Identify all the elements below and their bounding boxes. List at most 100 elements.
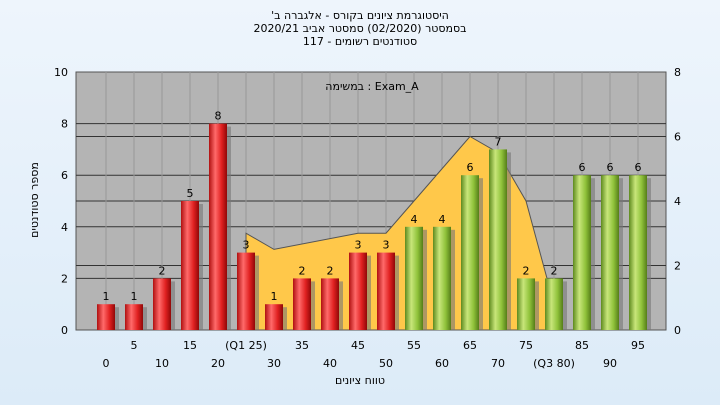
x-tick-row1: (Q1 25) xyxy=(225,339,267,352)
data-label-15: 5 xyxy=(187,187,194,200)
y-tick-4: 4 xyxy=(61,221,68,234)
bar-shadow-35 xyxy=(311,281,315,330)
data-label-60: 4 xyxy=(439,213,446,226)
bar-shadow-55 xyxy=(423,229,427,330)
bar-0 xyxy=(97,304,115,330)
bar-25 xyxy=(237,252,255,330)
y2-axis-ticks: 0 2 4 6 8 xyxy=(674,66,681,337)
bar-35 xyxy=(293,278,311,330)
bar-60 xyxy=(433,226,451,330)
bar-shadow-65 xyxy=(479,178,483,330)
bar-20 xyxy=(209,123,227,330)
chart-title-line-3: סטודנטים רשומים - 117 xyxy=(302,35,418,48)
bar-shadow-75 xyxy=(535,281,539,330)
chart-title-line-1: 'היסטוגרמת ציונים בקורס - אלגברה ב xyxy=(271,9,449,22)
y-tick-6: 6 xyxy=(61,169,68,182)
x-tick-row1: 95 xyxy=(631,339,645,352)
y-tick-0: 0 xyxy=(61,324,68,337)
bar-shadow-10 xyxy=(171,281,175,330)
data-label-75: 2 xyxy=(523,264,530,277)
bar-shadow-90 xyxy=(619,178,623,330)
y-tick-2: 2 xyxy=(61,272,68,285)
x-tick-row1: 65 xyxy=(463,339,477,352)
bar-55 xyxy=(405,226,423,330)
x-tick-row2: 20 xyxy=(211,357,225,370)
bar-shadow-25 xyxy=(255,255,259,330)
x-tick-row2: 60 xyxy=(435,357,449,370)
data-label-80: 2 xyxy=(551,264,558,277)
x-tick-row2: 30 xyxy=(267,357,281,370)
x-axis-label: טווח ציונים xyxy=(335,374,385,387)
x-axis-ticks: 5 15 (Q1 25) 35 45 55 65 75 85 95 0 10 20 30 40 50 60 70 (… xyxy=(103,339,646,370)
bar-40 xyxy=(321,278,339,330)
data-label-35: 2 xyxy=(299,264,306,277)
bar-shadow-95 xyxy=(647,178,651,330)
bar-75 xyxy=(517,278,535,330)
x-tick-row2: 70 xyxy=(491,357,505,370)
bar-85 xyxy=(573,175,591,330)
data-label-65: 6 xyxy=(467,161,474,174)
data-label-55: 4 xyxy=(411,213,418,226)
x-tick-row1: 55 xyxy=(407,339,421,352)
data-label-90: 6 xyxy=(607,161,614,174)
bar-shadow-80 xyxy=(563,281,567,330)
bar-shadow-60 xyxy=(451,229,455,330)
bar-15 xyxy=(181,201,199,330)
bar-30 xyxy=(265,304,283,330)
x-tick-row1: 5 xyxy=(131,339,138,352)
y-tick-8: 8 xyxy=(61,118,68,131)
x-tick-row1: 35 xyxy=(295,339,309,352)
y2-tick-0: 0 xyxy=(674,324,681,337)
bar-45 xyxy=(349,252,367,330)
y-axis-label: מספר סטודנטים xyxy=(28,162,41,238)
data-label-50: 3 xyxy=(383,239,390,252)
chart-title-line-2: בסמסטר (02/2020) סמסטר אביב 2020/21 xyxy=(253,22,467,35)
data-label-95: 6 xyxy=(635,161,642,174)
data-label-40: 2 xyxy=(327,264,334,277)
x-tick-row2: 40 xyxy=(323,357,337,370)
data-label-30: 1 xyxy=(271,290,278,303)
data-label-10: 2 xyxy=(159,264,166,277)
bar-65 xyxy=(461,175,479,330)
x-tick-row2: 0 xyxy=(103,357,110,370)
data-label-20: 8 xyxy=(215,110,222,123)
bars xyxy=(97,123,651,330)
bar-shadow-5 xyxy=(143,307,147,330)
bar-90 xyxy=(601,175,619,330)
data-label-25: 3 xyxy=(243,239,250,252)
bar-shadow-70 xyxy=(507,152,511,330)
chart-annotation: במשימה : Exam_A xyxy=(325,80,419,93)
x-tick-row2: 10 xyxy=(155,357,169,370)
data-label-70: 7 xyxy=(495,135,502,148)
y2-tick-6: 6 xyxy=(674,131,681,144)
data-label-45: 3 xyxy=(355,239,362,252)
bar-50 xyxy=(377,252,395,330)
bar-shadow-45 xyxy=(367,255,371,330)
bar-5 xyxy=(125,304,143,330)
x-tick-row1: 75 xyxy=(519,339,533,352)
bar-shadow-20 xyxy=(227,126,231,330)
y2-tick-2: 2 xyxy=(674,260,681,273)
bar-shadow-50 xyxy=(395,255,399,330)
data-label-0: 1 xyxy=(103,290,110,303)
x-tick-row2: (Q3 80) xyxy=(533,357,575,370)
bar-shadow-0 xyxy=(115,307,119,330)
data-label-85: 6 xyxy=(579,161,586,174)
data-label-5: 1 xyxy=(131,290,138,303)
x-tick-row1: 85 xyxy=(575,339,589,352)
data-labels: 1 1 2 5 8 3 1 2 2 3 3 4 4 6 7 2 2 6 6 6 xyxy=(103,110,642,304)
y-tick-10: 10 xyxy=(54,66,68,79)
bar-70 xyxy=(489,149,507,330)
x-tick-row2: 90 xyxy=(603,357,617,370)
bar-10 xyxy=(153,278,171,330)
bar-shadow-85 xyxy=(591,178,595,330)
bar-shadow-40 xyxy=(339,281,343,330)
y2-tick-4: 4 xyxy=(674,195,681,208)
y-axis-ticks: 0 2 4 6 8 10 xyxy=(54,66,68,337)
y2-tick-8: 8 xyxy=(674,66,681,79)
x-tick-row2: 50 xyxy=(379,357,393,370)
bar-95 xyxy=(629,175,647,330)
bar-80 xyxy=(545,278,563,330)
x-tick-row1: 15 xyxy=(183,339,197,352)
